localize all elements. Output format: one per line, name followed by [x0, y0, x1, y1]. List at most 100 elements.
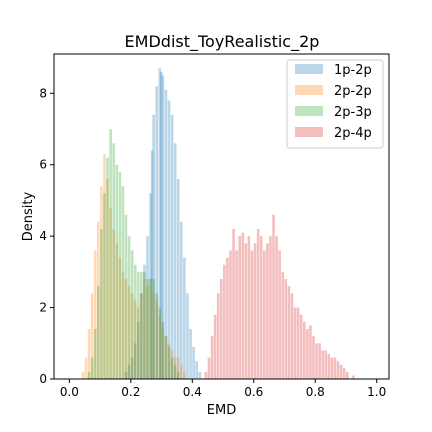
- bar-2p-4p-25: [281, 271, 285, 379]
- bar-2p-4p-32: [302, 321, 306, 379]
- bar-2p-4p-19: [262, 250, 266, 379]
- legend-swatch-2p-3p: [295, 106, 323, 116]
- bar-1p-2p-10: [152, 114, 155, 379]
- bar-2p-4p-21: [269, 236, 272, 379]
- bar-2p-3p-9: [115, 164, 119, 379]
- bar-2p-4p-30: [296, 307, 300, 379]
- bar-1p-2p-2: [130, 357, 134, 379]
- bar-2p-3p-5: [103, 193, 106, 379]
- bar-2p-2p-28: [167, 343, 171, 379]
- bar-2p-2p-21: [146, 286, 149, 379]
- bar-1p-2p-12: [158, 68, 162, 380]
- bar-1p-2p-25: [195, 361, 198, 379]
- bar-2p-4p-22: [272, 214, 275, 379]
- bar-2p-4p-26: [284, 279, 288, 379]
- legend: 1p-2p 2p-2p 2p-3p 2p-4p: [286, 59, 384, 149]
- bar-2p-2p-15: [127, 286, 131, 379]
- bar-2p-4p-15: [250, 250, 254, 379]
- bar-2p-3p-1: [90, 357, 94, 379]
- bar-2p-2p-12: [118, 257, 122, 379]
- bar-2p-3p-18: [143, 271, 146, 379]
- bar-2p-3p-6: [106, 157, 109, 379]
- bar-2p-2p-17: [133, 300, 137, 379]
- bar-2p-3p-17: [140, 271, 143, 379]
- bar-1p-2p-7: [146, 236, 149, 379]
- bar-2p-3p-23: [158, 307, 162, 379]
- bar-2p-2p-2: [87, 329, 91, 379]
- x-axis: 0.0 0.2 0.4 0.6 0.8 1.0: [60, 379, 386, 399]
- bar-2p-4p-17: [256, 229, 260, 379]
- bar-2p-4p-43: [336, 361, 340, 379]
- bar-1p-2p-21: [183, 257, 186, 379]
- bar-2p-4p-9: [232, 229, 235, 379]
- bar-2p-4p-13: [244, 243, 248, 379]
- bar-2p-3p-10: [118, 171, 122, 379]
- bar-2p-4p-29: [293, 307, 297, 379]
- bar-2p-4p-14: [247, 236, 251, 379]
- legend-label-2p-3p: 2p-3p: [334, 105, 372, 120]
- bar-2p-2p-9: [109, 207, 112, 379]
- bar-2p-2p-25: [158, 314, 162, 379]
- bar-2p-2p-1: [84, 357, 88, 379]
- y-tick-label: 8: [39, 86, 47, 100]
- bar-2p-4p-28: [290, 293, 294, 379]
- bar-1p-2p-6: [143, 264, 146, 379]
- bar-2p-4p-24: [278, 250, 281, 379]
- x-tick-label: 0.4: [183, 385, 202, 399]
- bar-2p-4p-38: [321, 350, 324, 379]
- bar-2p-3p-16: [136, 271, 140, 379]
- y-tick-label: 2: [39, 301, 47, 315]
- chart-title: EMDdist_ToyRealistic_2p: [125, 32, 320, 52]
- bars-layer: [81, 68, 355, 380]
- bar-2p-4p-2: [210, 336, 214, 379]
- bar-2p-3p-2: [93, 329, 97, 379]
- legend-swatch-2p-4p: [295, 127, 323, 137]
- bar-1p-2p-1: [127, 364, 131, 379]
- bar-2p-4p-46: [345, 371, 349, 379]
- bar-1p-2p-18: [173, 143, 177, 379]
- bar-1p-2p-16: [167, 100, 171, 379]
- bar-2p-4p-5: [219, 279, 223, 379]
- plot-frame: [53, 53, 390, 380]
- bar-2p-2p-14: [124, 279, 128, 379]
- bar-1p-2p-23: [189, 329, 192, 379]
- x-tick-label: 0.0: [60, 385, 79, 399]
- bar-2p-4p-34: [309, 325, 312, 379]
- bar-2p-4p-3: [213, 314, 217, 379]
- bar-2p-4p-37: [318, 343, 321, 379]
- bar-2p-4p-20: [266, 243, 269, 379]
- bar-2p-2p-27: [164, 336, 168, 379]
- bar-2p-2p-0: [81, 371, 85, 379]
- y-tick-label: 4: [39, 229, 47, 243]
- bar-1p-2p-24: [192, 346, 195, 379]
- bar-1p-2p-5: [140, 293, 143, 379]
- bar-1p-2p-11: [155, 86, 159, 380]
- bar-2p-3p-29: [176, 371, 180, 379]
- legend-swatch-2p-2p: [295, 85, 323, 95]
- bar-2p-3p-14: [130, 250, 134, 379]
- x-tick-label: 0.2: [121, 385, 140, 399]
- bar-2p-2p-22: [149, 279, 152, 379]
- series-2p-3p: [87, 129, 180, 379]
- bar-2p-2p-3: [90, 293, 94, 379]
- bar-2p-3p-15: [133, 264, 137, 379]
- y-tick-label: 0: [39, 372, 47, 386]
- bar-1p-2p-22: [186, 293, 189, 379]
- bar-2p-2p-10: [112, 229, 116, 379]
- bar-2p-2p-29: [170, 350, 174, 379]
- bar-2p-3p-27: [170, 357, 174, 379]
- y-axis-label: Density: [21, 191, 36, 241]
- bar-2p-4p-8: [229, 250, 232, 379]
- bar-2p-2p-31: [176, 357, 180, 379]
- x-axis-label: EMD: [207, 403, 236, 418]
- bar-2p-4p-18: [259, 236, 263, 379]
- bar-2p-2p-13: [121, 271, 125, 379]
- bar-2p-2p-7: [103, 154, 106, 379]
- bar-2p-2p-30: [173, 357, 177, 379]
- bar-2p-4p-6: [223, 264, 226, 379]
- bar-2p-4p-1: [207, 357, 211, 379]
- bar-2p-3p-21: [152, 279, 155, 379]
- bar-2p-4p-40: [327, 354, 331, 379]
- legend-label-2p-2p: 2p-2p: [334, 84, 372, 99]
